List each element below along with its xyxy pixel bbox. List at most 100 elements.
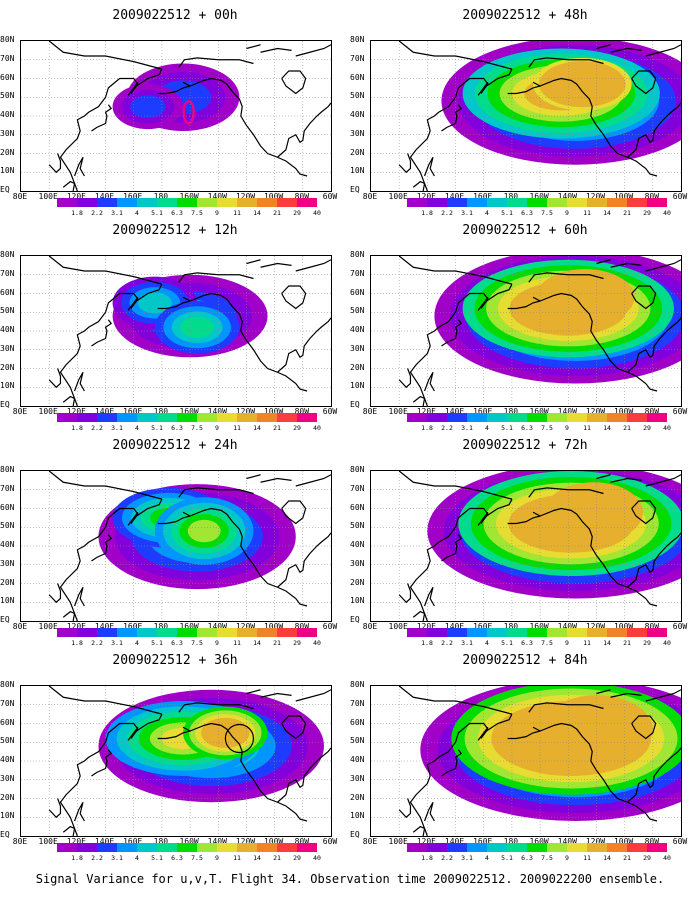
colorbar-label: 29 bbox=[293, 424, 301, 432]
lat-tick-label: 40N bbox=[350, 110, 365, 119]
variance-shading bbox=[434, 256, 681, 384]
colorbar-swatch bbox=[217, 628, 237, 637]
colorbar-label: 3.1 bbox=[111, 209, 123, 217]
lon-tick-label: 80E bbox=[362, 622, 378, 631]
lon-tick-label: 140E bbox=[94, 192, 115, 201]
colorbar-label: 29 bbox=[643, 854, 651, 862]
colorbar-label: 5.1 bbox=[151, 854, 163, 862]
colorbar-swatch bbox=[487, 198, 507, 207]
lon-tick-label: 60W bbox=[672, 192, 688, 201]
colorbar-swatch bbox=[177, 198, 197, 207]
colorbar-swatch bbox=[197, 413, 217, 422]
panel-title: 2009022512 + 60h bbox=[462, 223, 588, 238]
colorbar-swatch bbox=[97, 843, 117, 852]
map-svg bbox=[21, 686, 331, 836]
colorbar-swatch bbox=[607, 628, 627, 637]
colorbar-swatch bbox=[197, 198, 217, 207]
lat-tick-label: 30N bbox=[350, 343, 365, 353]
lon-tick-label: 120E bbox=[416, 407, 436, 416]
colorbar-swatch bbox=[237, 413, 257, 422]
colorbar-label: 9 bbox=[565, 639, 569, 647]
lat-tick-label: 10N bbox=[350, 596, 365, 606]
colorbar-swatch bbox=[197, 628, 217, 637]
lon-tick-label: 140W bbox=[557, 837, 577, 846]
colorbar-label: 6.3 bbox=[521, 424, 533, 432]
colorbar-label: 11 bbox=[233, 639, 241, 647]
lat-tick-label: 60N bbox=[350, 717, 365, 727]
lon-tick-label: 180 bbox=[153, 192, 169, 201]
shade-contour bbox=[180, 316, 215, 338]
colorbar-swatch bbox=[587, 628, 607, 637]
colorbar-swatch bbox=[547, 628, 567, 637]
lat-tick-label: 70N bbox=[0, 53, 15, 63]
lat-tick-label: 50N bbox=[0, 91, 15, 101]
lon-tick-label: 80W bbox=[644, 192, 660, 201]
lat-tick-label: 80N bbox=[350, 680, 365, 689]
lon-tick-label: 80W bbox=[294, 622, 310, 631]
lat-tick-label: 40N bbox=[350, 755, 365, 764]
colorbar-label: 6.3 bbox=[171, 209, 183, 217]
colorbar-swatch bbox=[607, 843, 627, 852]
colorbar bbox=[407, 198, 667, 207]
colorbar-label: 21 bbox=[623, 424, 631, 432]
colorbar-swatch bbox=[257, 413, 277, 422]
lat-tick-label: 40N bbox=[350, 325, 365, 334]
lon-tick-label: 160W bbox=[529, 837, 549, 846]
lon-tick-label: 80W bbox=[294, 192, 310, 201]
coastlines bbox=[48, 471, 331, 621]
lon-tick-label: 60W bbox=[672, 622, 688, 631]
lon-tick-label: 160W bbox=[179, 622, 199, 631]
colorbar-label: 5.1 bbox=[501, 854, 513, 862]
colorbar-swatch bbox=[157, 198, 177, 207]
lat-tick-label: 60N bbox=[350, 72, 365, 82]
lon-tick-label: 100E bbox=[38, 837, 58, 846]
colorbar-swatch bbox=[547, 843, 567, 852]
observation-marker bbox=[182, 100, 195, 125]
lat-tick-label: 50N bbox=[350, 306, 365, 316]
colorbar-label: 4 bbox=[485, 639, 489, 647]
lon-tick-label: 120E bbox=[66, 622, 86, 631]
colorbar-label: 2.2 bbox=[91, 209, 103, 217]
colorbar-label: 9 bbox=[215, 854, 219, 862]
colorbar-swatch bbox=[587, 413, 607, 422]
colorbar-swatch bbox=[627, 198, 647, 207]
colorbar-swatch bbox=[447, 413, 467, 422]
variance-shading bbox=[427, 471, 681, 599]
panel-title: 2009022512 + 36h bbox=[112, 653, 238, 668]
colorbar-swatch bbox=[257, 198, 277, 207]
lat-tick-label: 60N bbox=[0, 502, 15, 512]
colorbar-swatch bbox=[567, 843, 587, 852]
colorbar-swatch bbox=[77, 628, 97, 637]
colorbar-label: 21 bbox=[273, 209, 281, 217]
lat-tick-label: 10N bbox=[350, 166, 365, 176]
colorbar-label: 40 bbox=[313, 424, 321, 432]
panel-title: 2009022512 + 00h bbox=[112, 8, 238, 23]
colorbar-label: 3.1 bbox=[461, 209, 473, 217]
colorbar-label: 6.3 bbox=[521, 209, 533, 217]
colorbar-swatch bbox=[157, 843, 177, 852]
colorbar-label: 14 bbox=[253, 209, 261, 217]
lat-tick-label: EQ bbox=[0, 400, 10, 409]
lat-tick-label: 20N bbox=[350, 362, 365, 372]
colorbar-swatch bbox=[117, 413, 137, 422]
colorbar-swatch bbox=[297, 843, 317, 852]
lat-tick-label: 10N bbox=[0, 166, 15, 176]
lon-tick-label: 100E bbox=[388, 622, 408, 631]
colorbar-swatch bbox=[277, 843, 297, 852]
shade-contour bbox=[570, 77, 595, 91]
colorbar-swatch bbox=[487, 628, 507, 637]
coastlines bbox=[48, 686, 331, 836]
colorbar-label: 4 bbox=[485, 854, 489, 862]
colorbar-label: 14 bbox=[603, 424, 611, 432]
variance-map bbox=[20, 470, 332, 622]
colorbar-label: 7.5 bbox=[541, 854, 553, 862]
variance-map bbox=[370, 470, 682, 622]
lon-tick-label: 120W bbox=[585, 192, 606, 201]
lon-tick-label: 60W bbox=[322, 622, 338, 631]
lat-tick-label: 30N bbox=[0, 128, 15, 138]
colorbar-swatch bbox=[197, 843, 217, 852]
lon-tick-label: 100W bbox=[613, 192, 634, 201]
map-svg bbox=[371, 41, 681, 191]
colorbar-swatch bbox=[527, 628, 547, 637]
lon-tick-label: 160E bbox=[123, 407, 143, 416]
